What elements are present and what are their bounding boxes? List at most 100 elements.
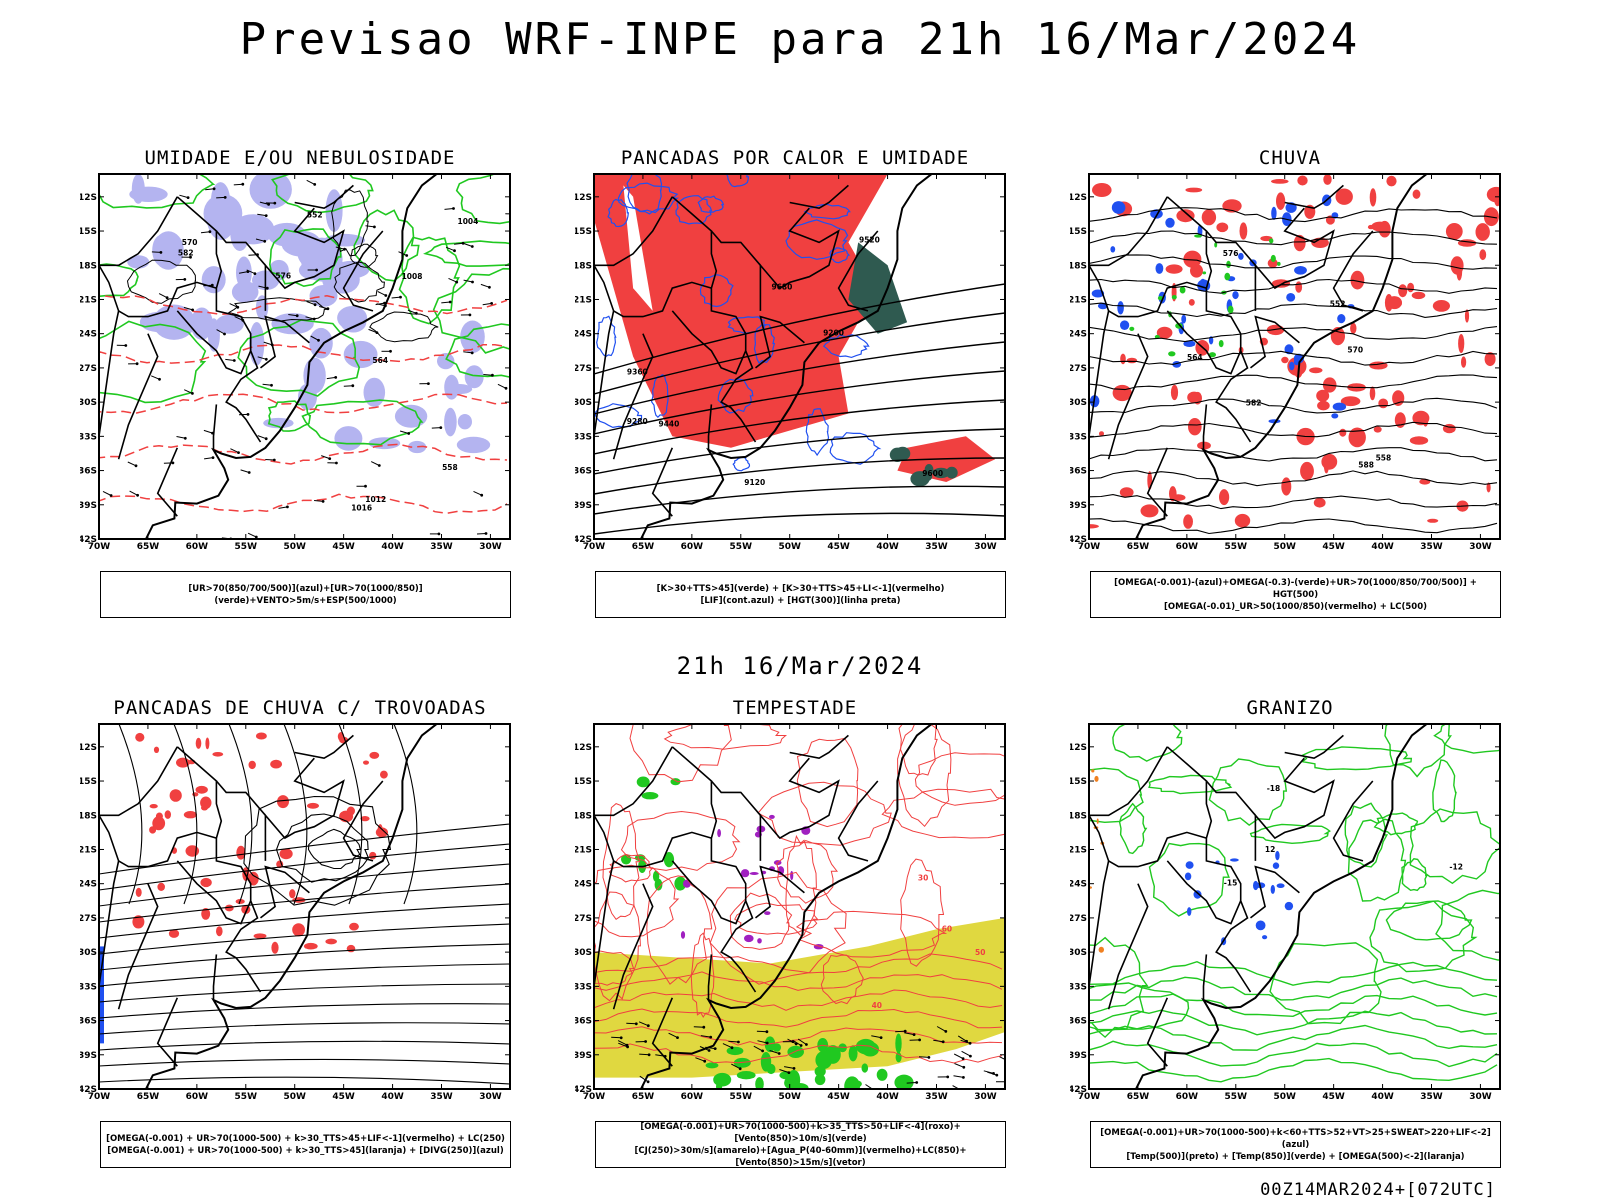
country-border	[1089, 746, 1168, 817]
field-patch	[787, 1045, 804, 1058]
country-border	[837, 230, 879, 312]
lon-label: 55W	[1225, 542, 1248, 552]
country-border	[118, 831, 217, 868]
field-patch	[1337, 314, 1346, 324]
lat-label: 12S	[1070, 193, 1087, 203]
panel-title: UMIDADE E/OU NEBULOSIDADE	[144, 147, 456, 169]
wind-vector-head	[713, 1047, 717, 1050]
field-patch	[169, 789, 182, 802]
wind-vector	[480, 283, 490, 288]
wind-vector	[728, 1040, 739, 1043]
lat-label: 15S	[80, 227, 97, 237]
field-patch	[1092, 183, 1112, 197]
contour-label: -15	[1224, 878, 1238, 887]
country-border	[342, 230, 384, 312]
field-patch	[1272, 862, 1280, 869]
wind-vector	[233, 183, 243, 186]
field-patch	[1214, 242, 1218, 248]
wind-vector-head	[212, 187, 216, 191]
field-patch	[1239, 222, 1248, 240]
wind-vector	[787, 1038, 797, 1045]
field-patch	[1412, 410, 1430, 426]
field-patch	[1126, 357, 1138, 364]
map-chart: 9680 9600 9520 9440 9360 9280 9200 9120 12S 15S 18…	[575, 173, 1006, 552]
wind-vector-head	[384, 294, 388, 297]
wind-vector-head	[335, 461, 338, 465]
wind-vector	[731, 1063, 741, 1070]
lifted-index-contour	[617, 182, 679, 214]
contour-label: 50	[975, 948, 985, 957]
wind-vector-head	[962, 1065, 966, 1069]
lat-label: 15S	[575, 227, 592, 237]
wind-vector-head	[247, 471, 251, 474]
coastline-west	[99, 264, 120, 442]
wind-vector-head	[903, 1029, 907, 1033]
humidity-contour	[455, 174, 510, 225]
precipitable-water-contour	[594, 950, 635, 986]
coastline	[1135, 174, 1428, 539]
lat-label: 30S	[575, 948, 592, 958]
temperature-contour	[1369, 900, 1478, 973]
streamline	[99, 923, 510, 955]
streamline	[99, 1112, 510, 1119]
wind-vector	[200, 231, 210, 234]
country-border	[710, 230, 762, 266]
wind-vector	[700, 1035, 711, 1038]
thickness-contour	[99, 443, 508, 465]
country-border	[215, 230, 267, 266]
contour-label: 9680	[772, 283, 793, 292]
wind-vector-head	[879, 1036, 883, 1039]
height-contour	[1089, 278, 1498, 294]
field-patch	[1309, 367, 1323, 374]
field-patch	[1171, 295, 1177, 300]
field-patch	[296, 234, 313, 265]
country-border	[1202, 404, 1208, 450]
field-patch	[363, 377, 386, 407]
field-patch	[1165, 217, 1175, 228]
map-chart: 40 50 60 30 12S 15S 18S 21S 24S 27S 30S 33S 36S 39S 42…	[575, 723, 1006, 1102]
country-border	[215, 780, 267, 816]
wind-vector	[176, 436, 186, 439]
wind-vector-head	[373, 225, 376, 229]
wind-vector-head	[191, 308, 194, 312]
field-patch	[825, 1045, 841, 1064]
lat-label: 24S	[80, 330, 97, 340]
lat-label: 27S	[1070, 914, 1087, 924]
height-contour	[1089, 207, 1498, 223]
field-patch	[1208, 336, 1214, 345]
lon-label: 35W	[430, 1092, 453, 1102]
country-border	[260, 865, 310, 919]
wind-vector-head	[794, 1042, 798, 1046]
precipitable-water-contour	[663, 724, 788, 750]
lat-label: 21S	[575, 295, 592, 305]
height-contour	[1089, 350, 1498, 366]
field-patch	[1270, 254, 1276, 263]
temperature-contour	[1385, 900, 1473, 941]
height-contour	[1089, 326, 1498, 343]
wind-vector	[375, 302, 385, 306]
field-patch	[1369, 188, 1377, 207]
field-patch	[1284, 344, 1294, 355]
wind-vector-head	[343, 247, 346, 251]
wind-vector	[216, 329, 225, 335]
field-patch	[1373, 426, 1382, 433]
lifted-index-contour	[805, 408, 830, 457]
panel-chuva: CHUVA 582 576 570 564 558 552 588 12S 15S 18S 21S 2…	[1070, 147, 1510, 627]
contour-label: 1016	[351, 504, 372, 513]
humidity-contour	[237, 319, 361, 397]
wind-vector	[368, 328, 378, 334]
wind-vector	[257, 435, 267, 440]
country-border	[1166, 310, 1242, 375]
streamline	[594, 1026, 1003, 1046]
wind-vector	[205, 188, 215, 191]
humidity-contour	[267, 400, 312, 432]
field-patch	[1271, 206, 1277, 220]
lon-label: 60W	[681, 1092, 704, 1102]
field-patch	[1348, 427, 1366, 448]
wind-vector	[639, 1053, 650, 1056]
country-border	[671, 310, 747, 375]
field-patch	[1269, 238, 1274, 244]
field-patch	[1450, 256, 1464, 275]
legend-line: [OMEGA(-0.001) + UR>70(1000-500) + k>30_…	[107, 1145, 504, 1156]
contour-label: 1004	[458, 217, 479, 226]
